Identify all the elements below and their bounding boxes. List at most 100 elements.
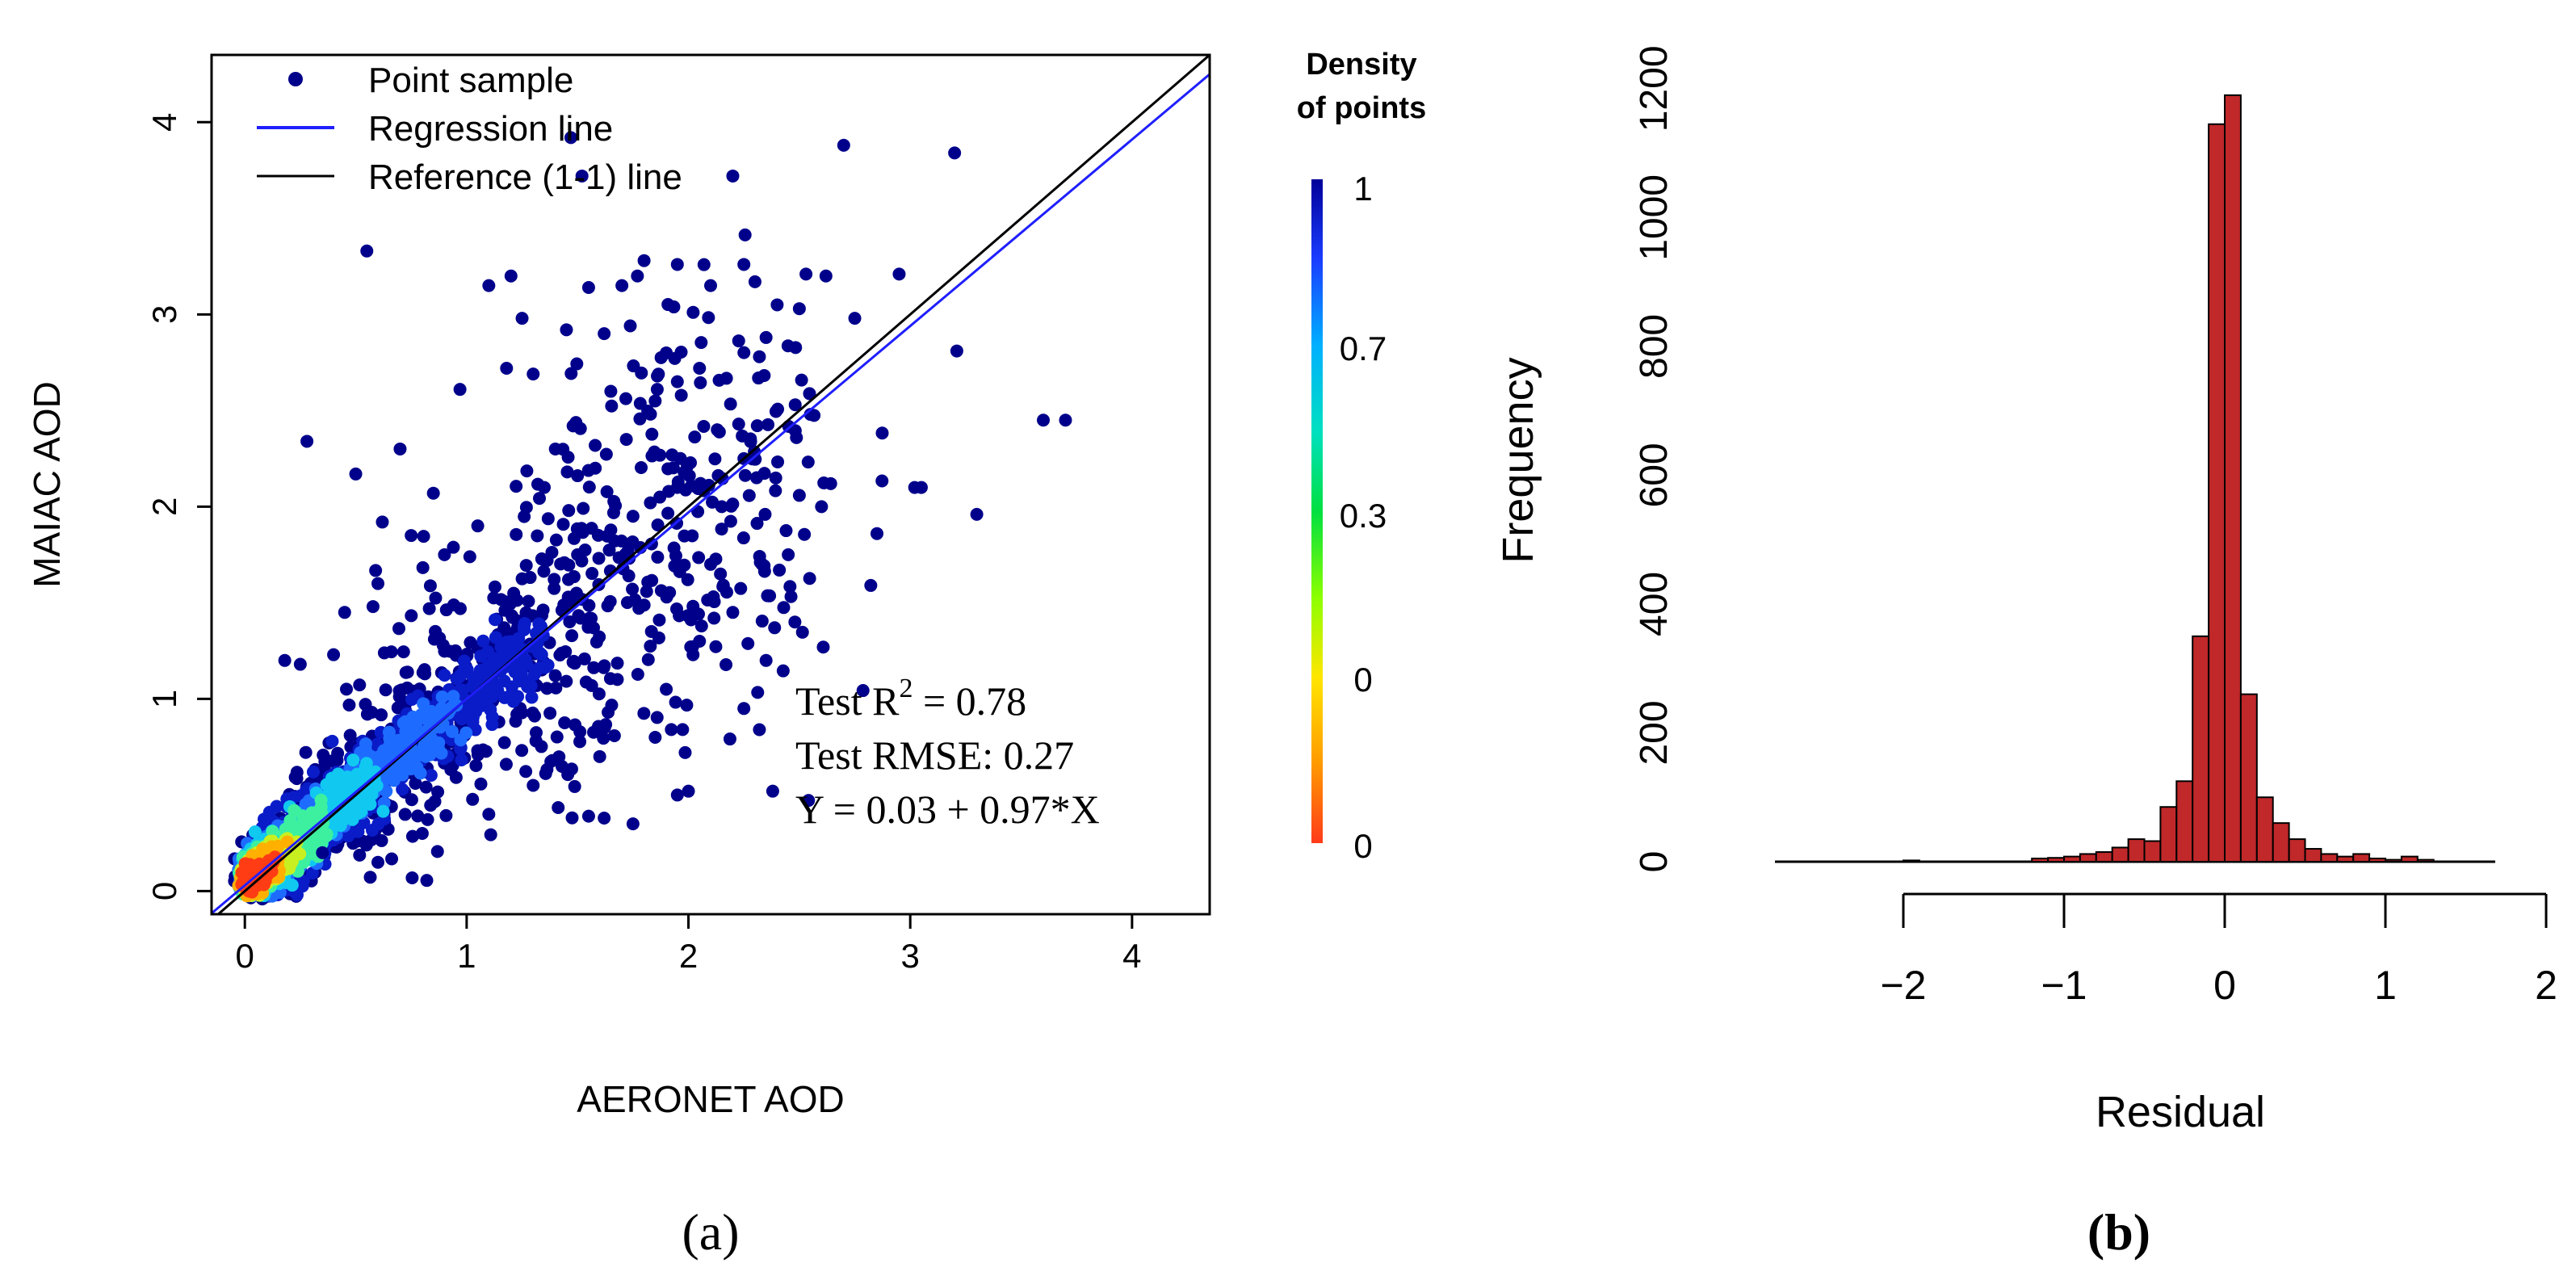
scatter-point (633, 412, 647, 426)
scatter-point (726, 497, 740, 511)
scatter-point (769, 471, 782, 485)
scatter-point (561, 590, 575, 604)
scatter-point (751, 686, 765, 699)
scatter-point (469, 758, 483, 772)
scatter-point (417, 530, 430, 544)
scatter-point (748, 275, 761, 288)
scatter-point (405, 871, 419, 885)
scatter-point (1037, 413, 1050, 427)
legend-point-marker (288, 72, 303, 86)
histogram-bar (2224, 94, 2242, 863)
scatter-point (567, 654, 581, 668)
scatter-point (398, 808, 412, 821)
scatter-plot-frame (210, 53, 1211, 916)
histogram-y-tick-label: 0 (1633, 851, 1676, 873)
scatter-point (591, 528, 605, 542)
scatter-point (759, 330, 773, 344)
scatter-point (970, 507, 984, 521)
scatter-point (419, 780, 433, 794)
scatter-point (779, 524, 793, 538)
scatter-point (548, 581, 561, 595)
scatter-point (736, 531, 750, 545)
scatter-point (515, 744, 529, 758)
scatter-density-point (476, 634, 490, 648)
scatter-point (471, 744, 485, 758)
histogram-bar (2031, 858, 2049, 863)
scatter-legend: Point sample Regression line Reference (… (257, 61, 682, 197)
scatter-density-point (248, 825, 262, 838)
scatter-point (640, 585, 653, 598)
scatter-point (340, 682, 354, 696)
scatter-point (626, 582, 640, 596)
scatter-density-point (481, 644, 495, 658)
scatter-point (453, 383, 467, 397)
scatter-point (798, 527, 812, 541)
scatter-point (405, 609, 418, 623)
scatter-density-point (306, 765, 320, 779)
scatter-lines (212, 55, 1210, 914)
scatter-point (697, 484, 711, 497)
scatter-point (777, 601, 791, 615)
scatter-point (788, 615, 802, 629)
scatter-point (552, 801, 565, 815)
scatter-point (428, 795, 442, 808)
scatter-point (789, 341, 803, 355)
scatter-point (653, 490, 667, 504)
scatter-point (615, 279, 629, 292)
scatter-point (660, 346, 673, 359)
scatter-density-point (359, 737, 372, 751)
scatter-density-point (446, 724, 459, 738)
scatter-point (750, 419, 764, 433)
scatter-point (792, 302, 806, 316)
scatter-point (384, 645, 398, 659)
scatter-point (627, 359, 640, 373)
scatter-point (474, 777, 488, 791)
scatter-point (484, 828, 497, 842)
scatter-point (430, 845, 444, 858)
scatter-point (761, 418, 775, 431)
legend-point-sample: Point sample (368, 61, 573, 100)
scatter-y-tick-label: 3 (145, 305, 183, 324)
scatter-point (783, 580, 797, 594)
scatter-point (482, 279, 496, 292)
scatter-point (726, 606, 740, 619)
scatter-point (565, 811, 579, 825)
scatter-point (685, 479, 699, 493)
scatter-point (678, 745, 692, 759)
rmse-annotation: Test RMSE: 0.27 (795, 732, 1074, 778)
scatter-point (688, 430, 702, 444)
scatter-y-tick-label: 2 (145, 497, 183, 516)
scatter-point (488, 580, 501, 594)
histogram-bar (2047, 857, 2066, 863)
scatter-density-point (459, 726, 473, 740)
histogram-y-axis-label: Frequency (1494, 357, 1542, 563)
scatter-point (550, 730, 564, 744)
scatter-point (759, 653, 773, 667)
scatter-point (353, 678, 367, 692)
histogram-bar (2127, 838, 2146, 863)
scatter-point (644, 624, 658, 638)
scatter-point (586, 621, 600, 635)
scatter-point (676, 723, 690, 737)
scatter-point (708, 452, 722, 466)
scatter-point (379, 683, 392, 697)
scatter-point (669, 695, 682, 709)
scatter-point (327, 648, 341, 661)
scatter-point (575, 169, 589, 183)
scatter-density-point (524, 679, 538, 693)
equation-annotation: Y = 0.03 + 0.97*X (795, 787, 1100, 832)
scatter-point (736, 429, 749, 443)
scatter-point (604, 384, 618, 398)
scatter-point (619, 433, 633, 447)
scatter-point (697, 258, 711, 271)
r2-prefix: Test R (795, 678, 900, 724)
scatter-point (598, 811, 611, 825)
scatter-point (604, 523, 618, 537)
scatter-point (769, 484, 782, 497)
scatter-point (564, 367, 578, 380)
legend-reference-line: Reference (1-1) line (368, 157, 682, 197)
scatter-point (288, 770, 302, 784)
scatter-density-point (359, 757, 373, 770)
scatter-point (597, 732, 610, 745)
histogram-y-tick-label: 1200 (1633, 45, 1676, 132)
